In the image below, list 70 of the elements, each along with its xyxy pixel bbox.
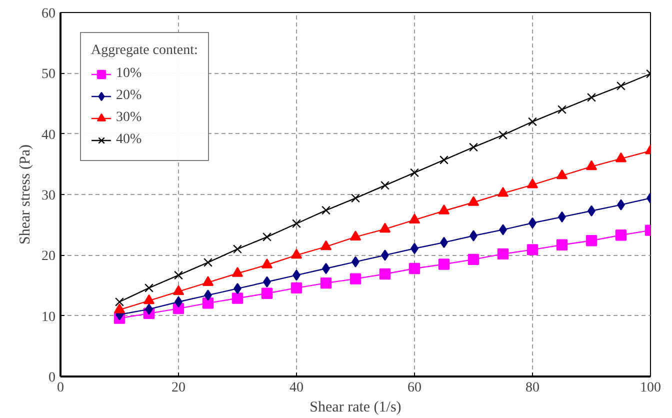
point xyxy=(292,219,301,228)
point xyxy=(261,258,273,268)
x-tick-label: 80 xyxy=(526,380,540,396)
point xyxy=(616,81,626,90)
y-tick-label: 50 xyxy=(42,67,56,82)
point xyxy=(468,196,480,206)
x-tick-label: 20 xyxy=(172,380,186,396)
x-tick-label: 60 xyxy=(408,380,422,396)
legend-label: 10% xyxy=(116,66,142,82)
legend-label: 20% xyxy=(116,88,142,104)
point xyxy=(350,273,362,284)
point xyxy=(232,266,244,277)
y-tick-label: 10 xyxy=(42,310,56,325)
point xyxy=(556,169,568,180)
point xyxy=(290,248,302,259)
point xyxy=(526,178,538,188)
point xyxy=(498,130,508,140)
point xyxy=(202,276,214,286)
point xyxy=(290,282,302,294)
point xyxy=(380,180,390,190)
point xyxy=(497,248,509,260)
point xyxy=(115,297,124,306)
x-tick-label: 40 xyxy=(290,380,304,396)
point xyxy=(144,283,154,292)
point xyxy=(320,240,332,250)
y-tick-label: 40 xyxy=(42,128,56,143)
point xyxy=(556,239,568,250)
point xyxy=(232,292,244,304)
y-tick-label: 20 xyxy=(42,249,56,264)
point xyxy=(438,258,450,270)
point xyxy=(587,92,596,102)
point xyxy=(204,258,212,267)
point xyxy=(615,152,627,162)
point xyxy=(408,262,420,274)
y-tick-label: 30 xyxy=(42,188,56,204)
point xyxy=(469,142,478,152)
point xyxy=(174,270,183,280)
point xyxy=(233,244,242,254)
point xyxy=(615,230,627,241)
point xyxy=(526,244,538,256)
point xyxy=(379,268,391,280)
y-axis-title: Shear stress (Pa) xyxy=(18,144,34,244)
point xyxy=(202,297,214,309)
point xyxy=(350,230,362,240)
point xyxy=(172,285,184,296)
point xyxy=(558,105,566,114)
y-tick-label: 0 xyxy=(48,370,56,386)
point xyxy=(143,294,155,304)
point xyxy=(322,206,330,215)
point xyxy=(114,303,126,314)
point xyxy=(379,222,391,233)
point xyxy=(320,277,332,289)
point xyxy=(408,214,420,224)
legend-label: 30% xyxy=(116,110,142,126)
y-tick-label: 60 xyxy=(42,6,56,22)
point xyxy=(586,160,598,170)
point xyxy=(438,204,450,214)
point xyxy=(410,168,419,178)
legend-label: 40% xyxy=(116,132,142,148)
point xyxy=(586,235,598,246)
point xyxy=(440,155,448,164)
x-axis-title: Shear rate (1/s) xyxy=(310,400,402,416)
legend-title: Aggregate content: xyxy=(91,43,198,59)
point xyxy=(468,254,480,266)
x-tick-label: 100 xyxy=(640,380,661,396)
point xyxy=(261,288,273,299)
point xyxy=(262,232,272,242)
point xyxy=(497,186,509,197)
point xyxy=(351,194,360,203)
point xyxy=(528,117,537,126)
